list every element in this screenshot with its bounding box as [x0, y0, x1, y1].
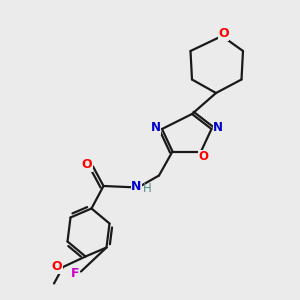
Text: N: N	[150, 121, 161, 134]
Text: H: H	[142, 182, 152, 195]
Text: O: O	[198, 150, 208, 164]
Text: O: O	[82, 158, 92, 171]
Text: O: O	[218, 27, 229, 40]
Text: N: N	[213, 121, 223, 134]
Text: F: F	[71, 267, 79, 280]
Text: O: O	[52, 260, 62, 274]
Text: N: N	[131, 180, 142, 193]
